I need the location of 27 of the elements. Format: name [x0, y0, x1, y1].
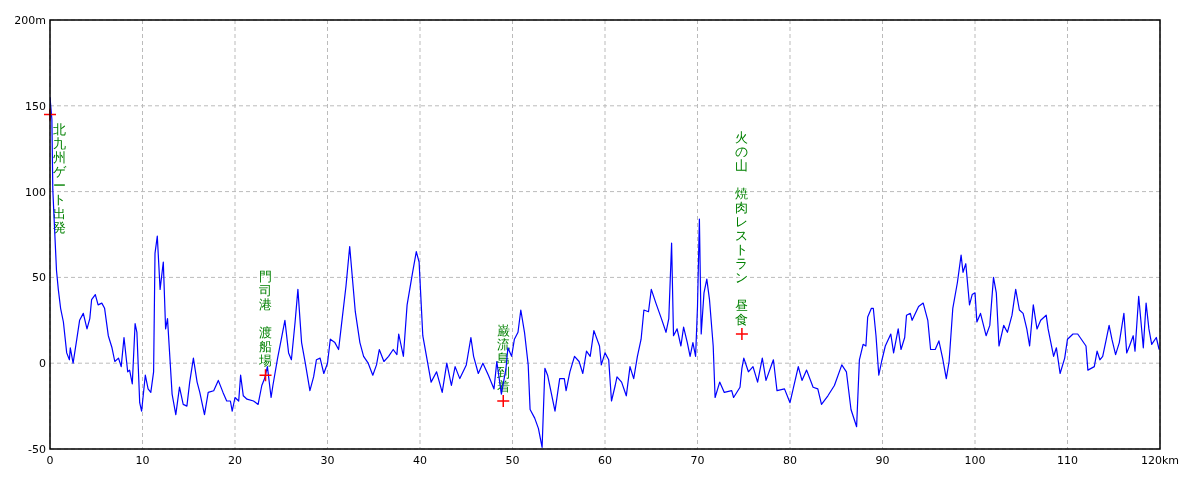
x-tick-label: 40 [413, 454, 427, 467]
x-tick-label: 20 [228, 454, 242, 467]
x-tick-label: 100 [964, 454, 986, 467]
annotation: 焼肉レストラン [735, 186, 749, 285]
y-tick-label: 50 [32, 271, 46, 285]
y-tick-label: 100 [25, 185, 46, 199]
x-tick-label: 0 [46, 454, 54, 467]
x-tick-label: 60 [598, 454, 612, 467]
x-tick-label: 50 [505, 454, 520, 467]
x-tick-label: 110 [1057, 454, 1078, 467]
point [735, 327, 749, 341]
point [258, 368, 273, 382]
annotation: 昼食 [735, 298, 749, 327]
y-tick-label: 150 [25, 99, 46, 113]
x-tick-label: 30 [320, 454, 335, 467]
x-tick-label: 10 [135, 454, 150, 467]
y-tick-label: 0 [39, 357, 46, 371]
x-tick-label: 120km [1140, 454, 1180, 467]
y-tick-label: 200m [14, 14, 46, 27]
annotation: 門司港 [259, 269, 272, 313]
x-tick-label: 70 [690, 454, 705, 467]
x-tick-label: 90 [875, 454, 890, 467]
annotation: 火の山 [735, 130, 749, 173]
point [496, 394, 510, 408]
y-tick-label: -50 [28, 443, 46, 456]
x-tick-label: 80 [783, 454, 797, 467]
annotation: 渡船場 [258, 325, 272, 369]
